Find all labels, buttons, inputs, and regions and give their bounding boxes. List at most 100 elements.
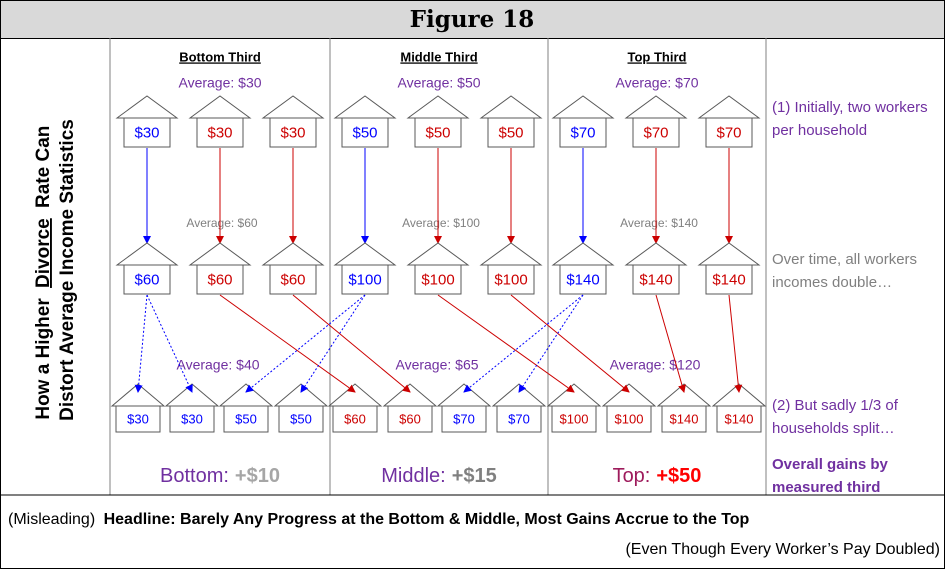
arrow — [134, 294, 148, 393]
footer-sub: (Even Though Every Worker’s Pay Doubled) — [625, 541, 940, 558]
house-value: $50 — [352, 124, 377, 141]
gain-value: +$50 — [656, 465, 701, 487]
house-value: $60 — [280, 271, 305, 288]
gain-label: Middle: — [381, 465, 445, 487]
note: Over time, all workers — [772, 251, 917, 268]
arrow — [219, 294, 356, 393]
house-box — [559, 264, 607, 295]
side-title-post: Rate Can — [33, 126, 54, 208]
arrow — [728, 294, 743, 393]
house-value: $140 — [712, 271, 745, 288]
house-value: $50 — [425, 124, 450, 141]
house-box — [551, 405, 597, 433]
house-box — [441, 405, 487, 433]
average-split: Average: $65 — [395, 357, 478, 373]
gain-value: +$10 — [235, 465, 280, 487]
side-title-underlined: Divorce — [33, 218, 54, 288]
group-name: Bottom Third — [179, 49, 261, 64]
side-title-line2: Distort Average Income Statistics — [57, 119, 78, 421]
house-box — [559, 117, 607, 148]
house-box — [487, 264, 535, 295]
group-name: Middle Third — [400, 49, 477, 64]
footer-headline: (Misleading) Headline: Barely Any Progre… — [8, 511, 750, 528]
house-value: $70 — [716, 124, 741, 141]
house-value: $30 — [280, 124, 305, 141]
group-gain: Middle: +$15 — [381, 465, 497, 487]
house-box — [414, 264, 462, 295]
house-box — [632, 117, 680, 148]
house-value: $140 — [725, 411, 754, 426]
house-box — [115, 405, 161, 433]
house-box — [341, 117, 389, 148]
arrow — [463, 294, 584, 393]
group-gain: Bottom: +$10 — [160, 465, 280, 487]
house-value: $30 — [181, 411, 203, 426]
average-doubled: Average: $60 — [186, 216, 257, 230]
house-box — [223, 405, 269, 433]
arrow — [518, 294, 584, 393]
house-value: $60 — [344, 411, 366, 426]
house-box — [196, 117, 244, 148]
grid-lines — [0, 38, 945, 496]
house-value: $100 — [494, 271, 527, 288]
note: per household — [772, 122, 867, 139]
note: incomes double… — [772, 274, 892, 291]
house-value: $100 — [421, 271, 454, 288]
house-value: $100 — [560, 411, 589, 426]
arrow — [245, 294, 366, 393]
house-value: $30 — [207, 124, 232, 141]
house-box — [661, 405, 707, 433]
side-title-pre: How a Higher — [33, 298, 54, 420]
house-box — [332, 405, 378, 433]
gain-value: +$15 — [452, 465, 497, 487]
gain-label: Bottom: — [160, 465, 229, 487]
house-box — [716, 405, 762, 433]
house-box — [269, 264, 317, 295]
arrow — [655, 294, 686, 393]
footer-headline-text: Headline: Barely Any Progress at the Bot… — [104, 511, 750, 528]
average-initial: Average: $70 — [615, 75, 698, 91]
note: measured third — [772, 479, 880, 496]
house-box — [705, 264, 753, 295]
arrow — [437, 294, 575, 393]
house-value: $140 — [670, 411, 699, 426]
average-split: Average: $40 — [176, 357, 259, 373]
house-value: $100 — [348, 271, 381, 288]
average-doubled: Average: $140 — [620, 216, 698, 230]
arrow — [146, 294, 193, 393]
house-box — [123, 264, 171, 295]
house-box — [278, 405, 324, 433]
house-value: $30 — [134, 124, 159, 141]
figure-title: Figure 18 — [410, 6, 535, 33]
house-value: $140 — [639, 271, 672, 288]
house-box — [341, 264, 389, 295]
house-value: $50 — [235, 411, 257, 426]
house-box — [496, 405, 542, 433]
side-title: How a Higher Divorce Rate Can Distort Av… — [33, 119, 78, 421]
house-box — [632, 264, 680, 295]
footer-prefix: (Misleading) — [8, 511, 95, 528]
average-doubled: Average: $100 — [402, 216, 480, 230]
house-value: $50 — [290, 411, 312, 426]
average-initial: Average: $50 — [397, 75, 480, 91]
average-initial: Average: $30 — [178, 75, 261, 91]
title-bar — [0, 0, 945, 39]
house-value: $60 — [207, 271, 232, 288]
arrow — [292, 294, 411, 393]
house-value: $70 — [453, 411, 475, 426]
house-box — [169, 405, 215, 433]
note: (2) But sadly 1/3 of — [772, 397, 899, 414]
arrow — [510, 294, 630, 393]
note: households split… — [772, 420, 895, 437]
house-value: $60 — [134, 271, 159, 288]
house-value: $140 — [566, 271, 599, 288]
group-name: Top Third — [628, 49, 687, 64]
group-gain: Top: +$50 — [613, 465, 702, 487]
house-value: $30 — [127, 411, 149, 426]
house-value: $50 — [498, 124, 523, 141]
house-value: $70 — [508, 411, 530, 426]
arrow — [300, 294, 366, 393]
house-box — [705, 117, 753, 148]
average-split: Average: $120 — [610, 357, 701, 373]
house-box — [414, 117, 462, 148]
